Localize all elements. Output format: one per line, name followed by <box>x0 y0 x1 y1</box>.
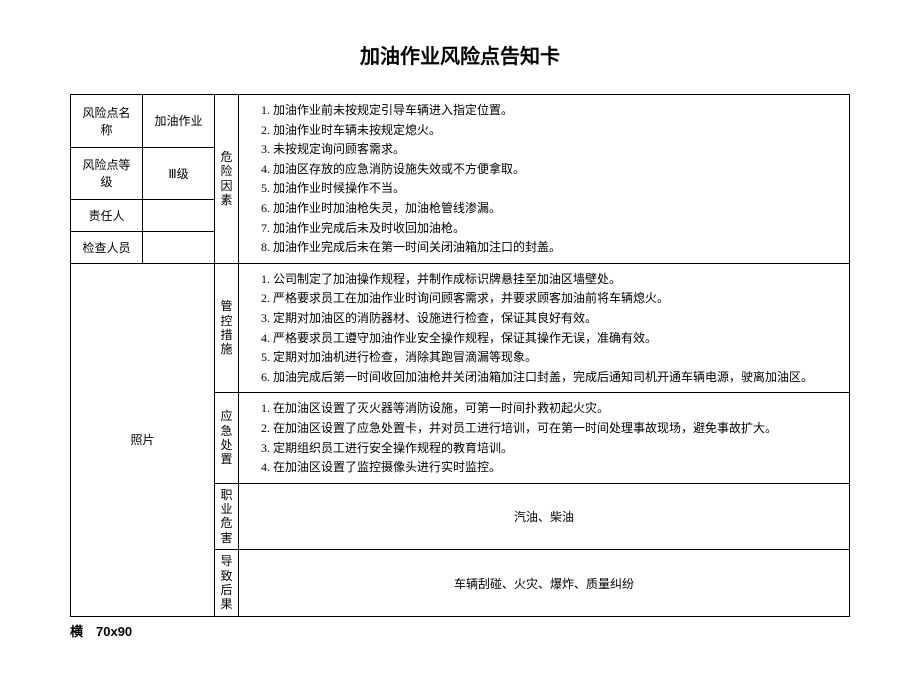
control-items: 公司制定了加油操作规程，并制作成标识牌悬挂至加油区墙壁处。严格要求员工在加油作业… <box>239 263 850 393</box>
photo-cell: 照片 <box>71 263 215 616</box>
consequence-label: 导致后果 <box>215 550 239 617</box>
emergency-items: 在加油区设置了灭火器等消防设施，可第一时间扑救初起火灾。在加油区设置了应急处置卡… <box>239 393 850 483</box>
row-value <box>143 200 215 232</box>
emergency-list: 在加油区设置了灭火器等消防设施，可第一时间扑救初起火灾。在加油区设置了应急处置卡… <box>245 399 843 476</box>
consequence-text: 车辆刮碰、火灾、爆炸、质量纠纷 <box>239 550 850 617</box>
row-label: 责任人 <box>71 200 143 232</box>
list-item: 未按规定询问顾客需求。 <box>273 140 843 159</box>
hazard-items: 加油作业前未按规定引导车辆进入指定位置。加油作业时车辆未按规定熄火。未按规定询问… <box>239 95 850 264</box>
page-title: 加油作业风险点告知卡 <box>70 40 850 69</box>
row-value: 加油作业 <box>143 95 215 148</box>
list-item: 加油作业时加油枪失灵，加油枪管线渗漏。 <box>273 199 843 218</box>
list-item: 定期组织员工进行安全操作规程的教育培训。 <box>273 439 843 458</box>
control-list: 公司制定了加油操作规程，并制作成标识牌悬挂至加油区墙壁处。严格要求员工在加油作业… <box>245 270 843 387</box>
row-value <box>143 231 215 263</box>
list-item: 加油区存放的应急消防设施失效或不方便拿取。 <box>273 160 843 179</box>
list-item: 在加油区设置了监控摄像头进行实时监控。 <box>273 458 843 477</box>
list-item: 严格要求员工遵守加油作业安全操作规程，保证其操作无误，准确有效。 <box>273 329 843 348</box>
list-item: 加油作业完成后未及时收回加油枪。 <box>273 219 843 238</box>
list-item: 定期对加油机进行检查，消除其跑冒滴漏等现象。 <box>273 348 843 367</box>
risk-card-table: 风险点名称 加油作业 危险因素 加油作业前未按规定引导车辆进入指定位置。加油作业… <box>70 94 850 617</box>
list-item: 定期对加油区的消防器材、设施进行检查，保证其良好有效。 <box>273 309 843 328</box>
row-label: 风险点等级 <box>71 147 143 200</box>
footer-text: 横 70x90 <box>70 621 850 640</box>
emergency-label: 应急处置 <box>215 393 239 483</box>
hazard-list: 加油作业前未按规定引导车辆进入指定位置。加油作业时车辆未按规定熄火。未按规定询问… <box>245 101 843 257</box>
hazard-label: 危险因素 <box>215 95 239 264</box>
list-item: 加油作业时车辆未按规定熄火。 <box>273 121 843 140</box>
list-item: 加油作业前未按规定引导车辆进入指定位置。 <box>273 101 843 120</box>
row-label: 风险点名称 <box>71 95 143 148</box>
row-value: Ⅲ级 <box>143 147 215 200</box>
row-label: 检查人员 <box>71 231 143 263</box>
list-item: 加油作业时候操作不当。 <box>273 179 843 198</box>
list-item: 加油作业完成后未在第一时间关闭油箱加注口的封盖。 <box>273 238 843 257</box>
list-item: 公司制定了加油操作规程，并制作成标识牌悬挂至加油区墙壁处。 <box>273 270 843 289</box>
list-item: 严格要求员工在加油作业时询问顾客需求，并要求顾客加油前将车辆熄火。 <box>273 289 843 308</box>
list-item: 在加油区设置了应急处置卡，并对员工进行培训，可在第一时间处理事故现场，避免事故扩… <box>273 419 843 438</box>
occupational-text: 汽油、柴油 <box>239 483 850 550</box>
control-label: 管控措施 <box>215 263 239 393</box>
list-item: 加油完成后第一时间收回加油枪并关闭油箱加注口封盖，完成后通知司机开通车辆电源，驶… <box>273 368 843 387</box>
list-item: 在加油区设置了灭火器等消防设施，可第一时间扑救初起火灾。 <box>273 399 843 418</box>
occupational-label: 职业危害 <box>215 483 239 550</box>
